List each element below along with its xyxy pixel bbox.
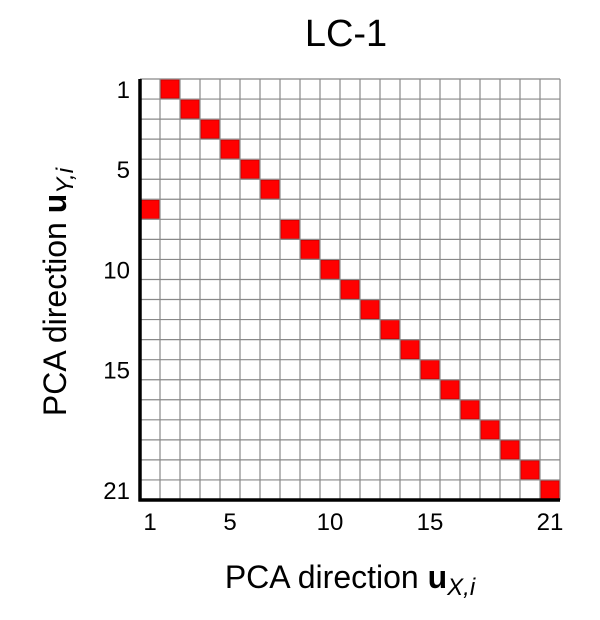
heatmap-cell [500, 440, 520, 460]
grid [139, 78, 561, 501]
chart-title: LC-1 [305, 13, 387, 55]
y-axis-label: PCA direction uY,i [37, 167, 79, 416]
heatmap-cell [540, 480, 560, 500]
axes [138, 79, 560, 502]
x-tick-label: 10 [317, 509, 344, 536]
heatmap-cell [360, 300, 380, 319]
heatmap-cell [400, 340, 420, 360]
y-tick-label: 21 [103, 478, 130, 505]
heatmap-cell [340, 280, 360, 299]
heatmap-cell [520, 460, 540, 480]
heatmap-cell [160, 79, 180, 99]
heatmap-cell [300, 239, 320, 259]
heatmap-cell [380, 320, 400, 340]
heatmap-cell [480, 420, 500, 440]
heatmap-cell [200, 119, 220, 139]
heatmap-cell [440, 380, 460, 400]
y-axis-label-vector: u [37, 194, 73, 214]
heatmap-cell [460, 400, 480, 420]
heatmap-cell [180, 99, 200, 119]
x-tick-label: 21 [537, 509, 564, 536]
heatmap-cell [220, 139, 240, 159]
y-axis-label-text: PCA direction [37, 213, 73, 416]
x-tick-label: 5 [223, 509, 236, 536]
heatmap-cell [420, 360, 440, 380]
x-tick-labels: 1 5 10 15 21 [143, 509, 563, 536]
x-tick-label: 1 [143, 509, 156, 536]
heatmap-cell [260, 179, 280, 199]
x-axis-label-subscript: X,i [446, 574, 476, 601]
x-axis-label: PCA direction uX,i [225, 559, 476, 601]
y-tick-label: 5 [117, 157, 130, 184]
y-axis-label-subscript: Y,i [52, 167, 79, 193]
y-tick-label: 10 [103, 257, 130, 284]
cells [140, 79, 560, 500]
heatmap-cell [240, 159, 260, 179]
x-axis-label-vector: u [428, 559, 448, 595]
heatmap-cell [140, 199, 160, 219]
y-tick-label: 15 [103, 358, 130, 385]
x-axis-label-text: PCA direction [225, 559, 428, 595]
heatmap-cell [320, 260, 340, 279]
x-tick-label: 15 [417, 509, 444, 536]
heatmap-cell [280, 219, 300, 239]
y-tick-label: 1 [117, 77, 130, 104]
